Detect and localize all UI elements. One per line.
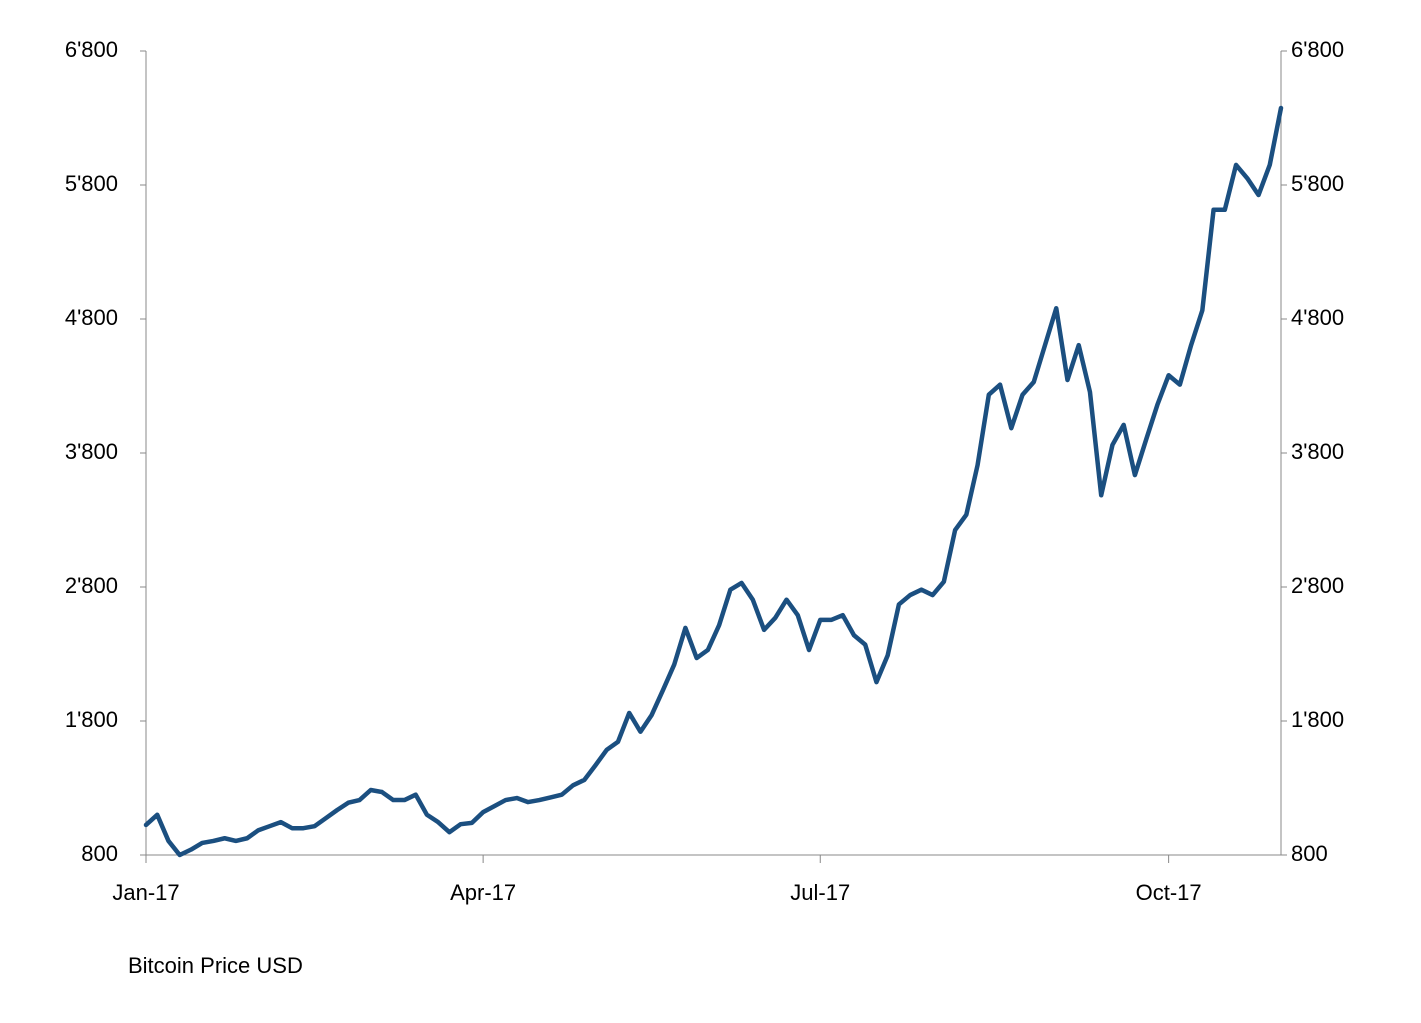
y-tick-label: 800 [81, 841, 118, 866]
y2-tick-label: 5'800 [1291, 171, 1344, 196]
y2-tick-label: 800 [1291, 841, 1328, 866]
x-tick-label: Jan-17 [112, 880, 179, 905]
x-tick-label: Apr-17 [450, 880, 516, 905]
y2-tick-label: 6'800 [1291, 37, 1344, 62]
x-tick-label: Oct-17 [1136, 880, 1202, 905]
y2-tick-label: 1'800 [1291, 707, 1344, 732]
y2-tick-label: 3'800 [1291, 439, 1344, 464]
y-tick-label: 4'800 [65, 305, 118, 330]
legend-label: Bitcoin Price USD [128, 953, 303, 978]
y-tick-label: 3'800 [65, 439, 118, 464]
y-tick-label: 1'800 [65, 707, 118, 732]
price-line [143, 105, 1284, 858]
y-tick-label: 2'800 [65, 573, 118, 598]
x-tick-label: Jul-17 [790, 880, 850, 905]
y2-tick-label: 2'800 [1291, 573, 1344, 598]
y2-tick-label: 4'800 [1291, 305, 1344, 330]
y-tick-label: 6'800 [65, 37, 118, 62]
y-tick-label: 5'800 [65, 171, 118, 196]
